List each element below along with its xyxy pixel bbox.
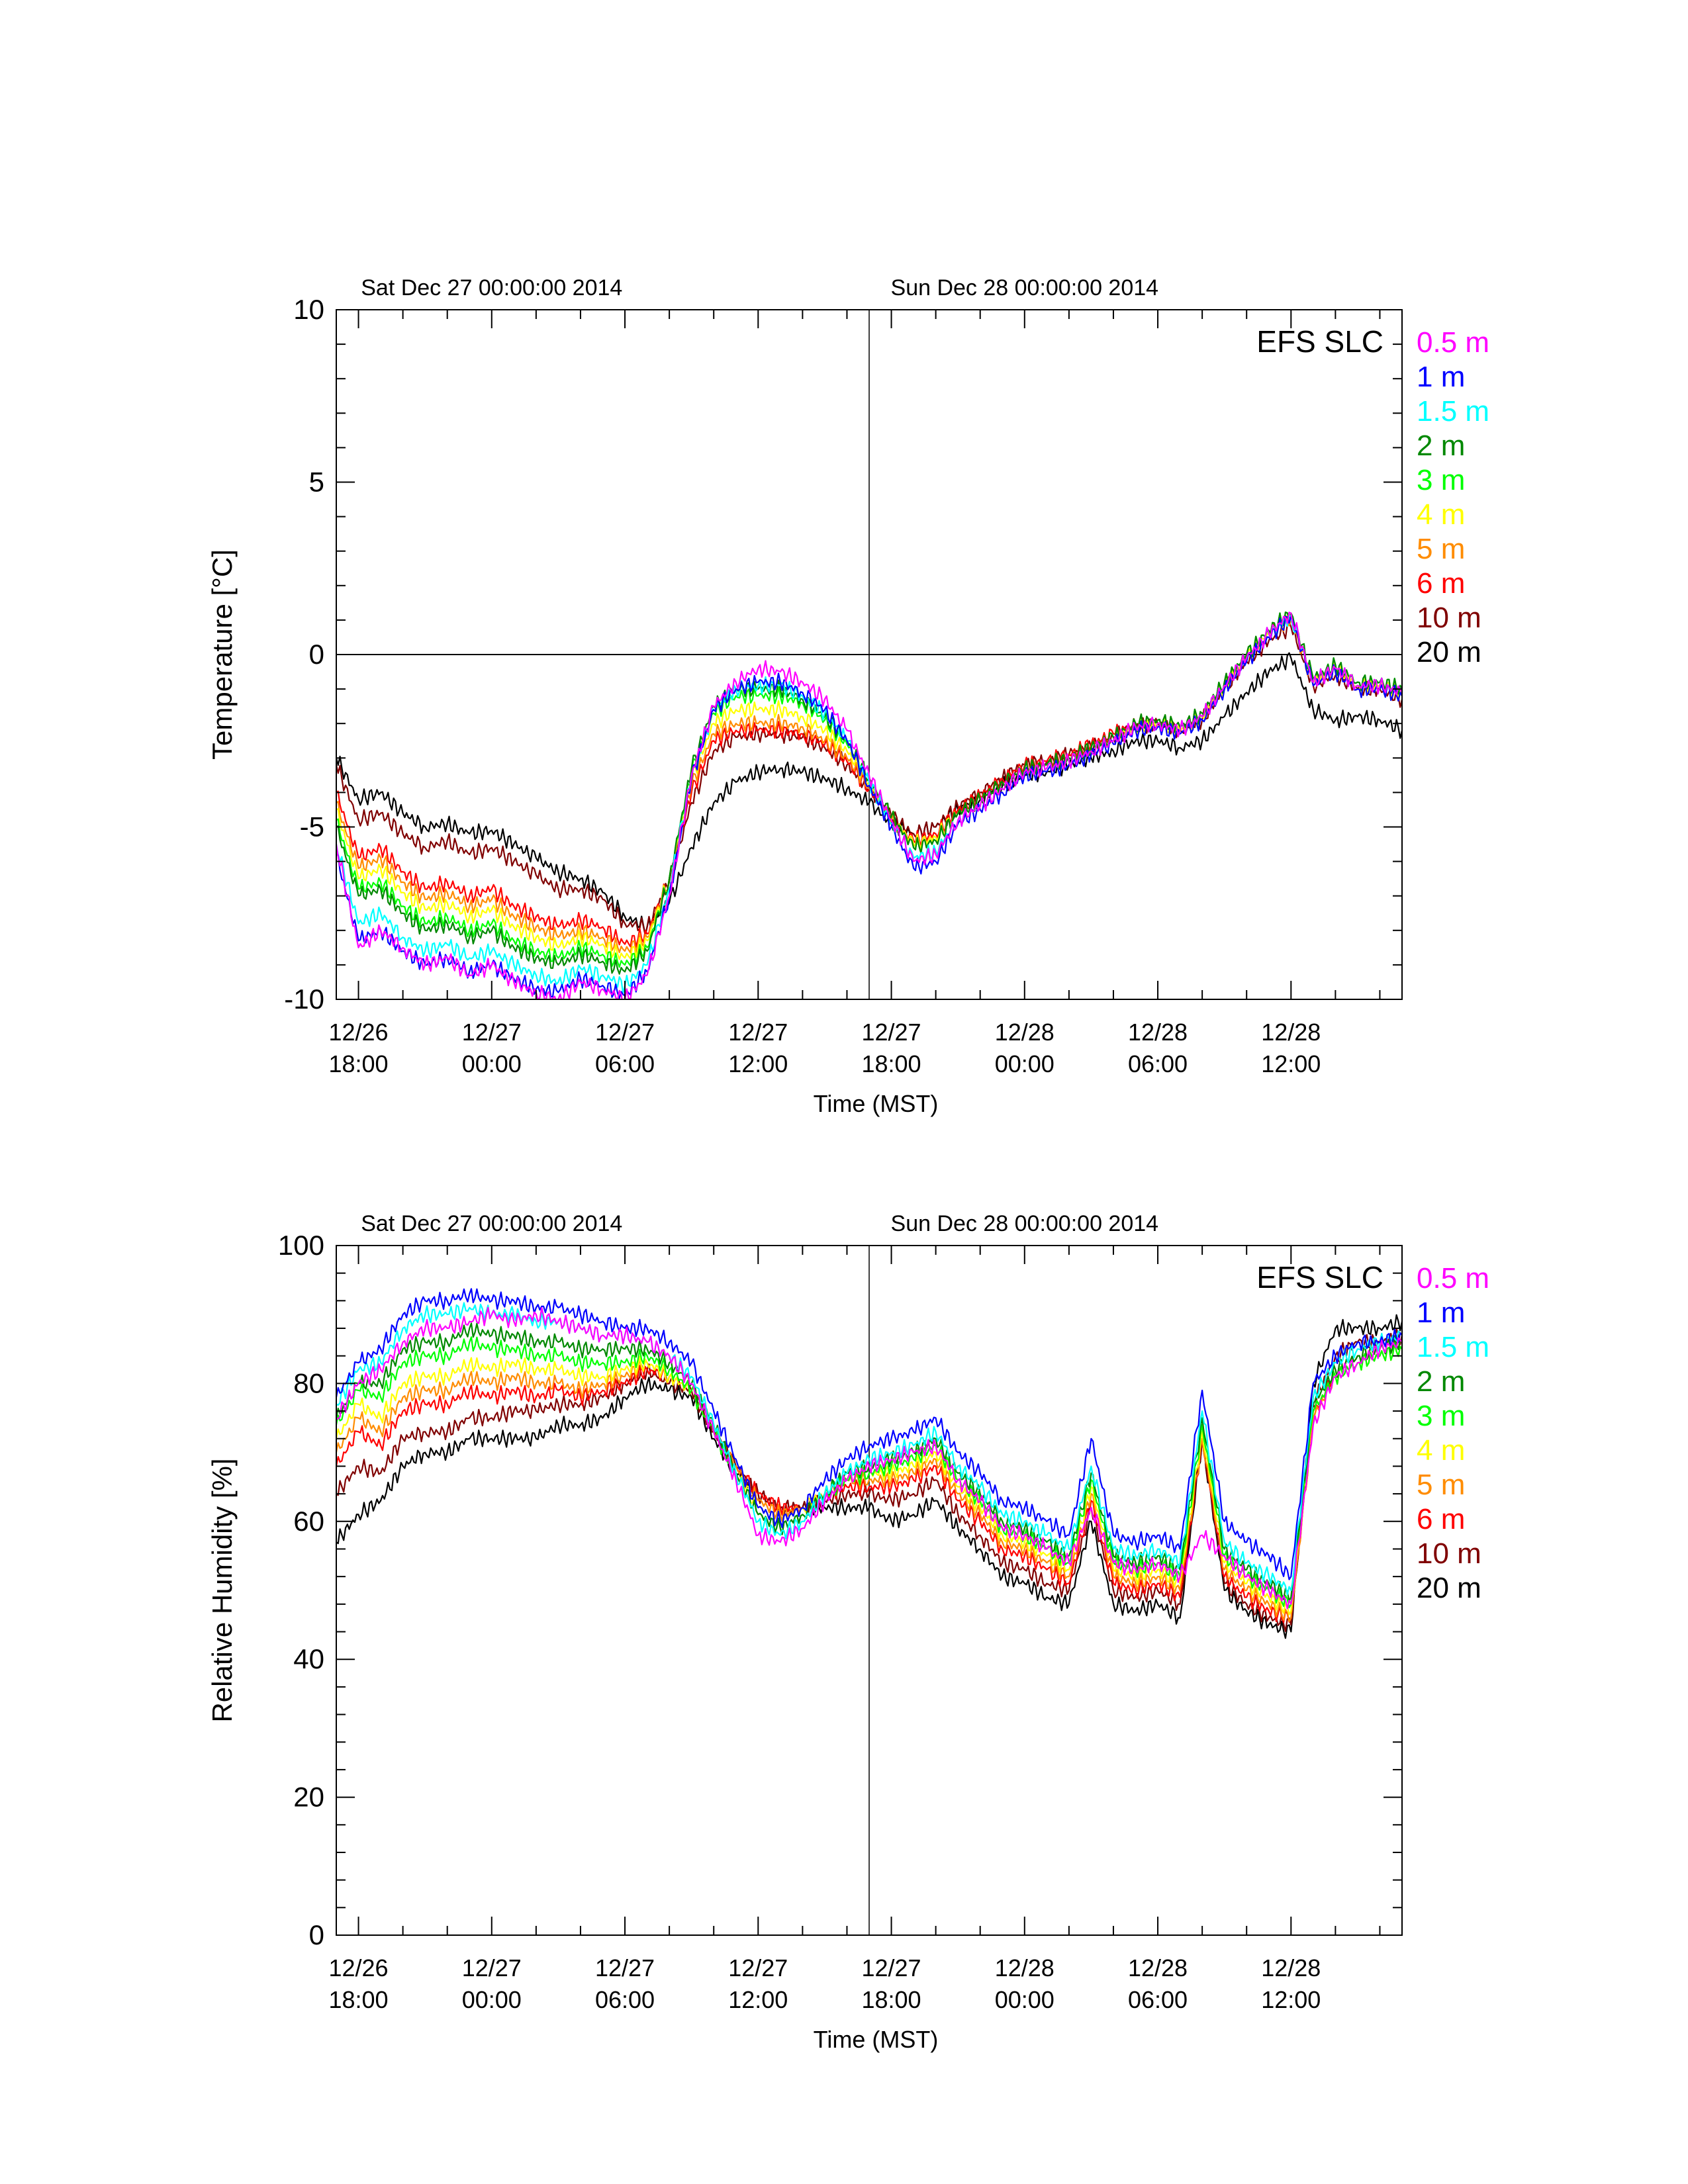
top-date-label: Sun Dec 28 00:00:00 2014 bbox=[891, 1211, 1159, 1236]
series-line-20-mm bbox=[336, 1314, 1402, 1639]
series-group bbox=[336, 612, 1402, 999]
y-tick-label: 5 bbox=[309, 467, 324, 498]
legend-entry: 1 m bbox=[1417, 1297, 1465, 1329]
y-tick-label: 60 bbox=[293, 1506, 324, 1537]
x-tick-label-date: 12/28 bbox=[995, 1019, 1055, 1046]
y-tick-label: 100 bbox=[278, 1230, 324, 1261]
y-tick-label: 20 bbox=[293, 1782, 324, 1813]
top-date-label: Sun Dec 28 00:00:00 2014 bbox=[891, 275, 1159, 300]
x-tick-label-date: 12/28 bbox=[1261, 1954, 1321, 1981]
legend-entry: 2 m bbox=[1417, 1365, 1465, 1398]
x-tick-label-date: 12/27 bbox=[462, 1019, 522, 1046]
y-tick-label: -5 bbox=[300, 811, 324, 842]
series-line-1-mm bbox=[336, 1288, 1402, 1580]
x-tick-label-date: 12/27 bbox=[861, 1954, 921, 1981]
x-axis-title: Time (MST) bbox=[814, 1090, 939, 1117]
x-tick-label-time: 06:00 bbox=[1128, 1986, 1188, 2013]
temperature-panel: Sat Dec 27 00:00:00 2014 Sun Dec 28 00:00… bbox=[207, 275, 1489, 1117]
y-tick-label: 0 bbox=[309, 1919, 324, 1950]
y-tick-label: -10 bbox=[284, 983, 324, 1015]
series-line-1-5-mm bbox=[336, 1302, 1402, 1596]
legend-entry: 4 m bbox=[1417, 498, 1465, 531]
x-tick-label-date: 12/27 bbox=[595, 1954, 655, 1981]
x-tick-label-time: 12:00 bbox=[728, 1986, 788, 2013]
y-tick-label: 0 bbox=[309, 639, 324, 670]
x-tick-label-time: 18:00 bbox=[328, 1050, 388, 1077]
x-tick-label-time: 12:00 bbox=[1261, 1986, 1321, 2013]
legend-entry: 3 m bbox=[1417, 464, 1465, 496]
humidity-panel: Sat Dec 27 00:00:00 2014 Sun Dec 28 00:00… bbox=[207, 1211, 1489, 2053]
x-tick-label-time: 00:00 bbox=[462, 1986, 522, 2013]
y-axis-title: Temperature [°C] bbox=[207, 549, 238, 760]
x-tick-label-date: 12/26 bbox=[328, 1954, 388, 1981]
x-tick-label-date: 12/27 bbox=[861, 1019, 921, 1046]
x-tick-label-time: 06:00 bbox=[1128, 1050, 1188, 1077]
y-axis-title: Relative Humidity [%] bbox=[207, 1458, 238, 1722]
x-tick-label-date: 12/27 bbox=[728, 1019, 788, 1046]
x-tick-label-time: 06:00 bbox=[595, 1050, 655, 1077]
series-line-0-5-mm bbox=[336, 612, 1402, 999]
x-tick-label-time: 12:00 bbox=[728, 1050, 788, 1077]
x-tick-label-date: 12/27 bbox=[462, 1954, 522, 1981]
legend-entry: 1.5 m bbox=[1417, 1331, 1489, 1363]
legend-entry: 5 m bbox=[1417, 533, 1465, 565]
x-tick-label-date: 12/27 bbox=[728, 1954, 788, 1981]
legend-entry: 0.5 m bbox=[1417, 326, 1489, 359]
legend-entry: 20 m bbox=[1417, 636, 1481, 668]
x-tick-label-date: 12/28 bbox=[1128, 1019, 1188, 1046]
station-label: EFS SLC bbox=[1256, 324, 1383, 359]
legend-entry: 5 m bbox=[1417, 1469, 1465, 1501]
series-line-10-mm bbox=[336, 1328, 1402, 1632]
x-tick-label-time: 00:00 bbox=[462, 1050, 522, 1077]
x-tick-label-date: 12/28 bbox=[1261, 1019, 1321, 1046]
x-tick-label-time: 18:00 bbox=[328, 1986, 388, 2013]
series-line-20-mm bbox=[336, 652, 1402, 936]
series-group bbox=[336, 1288, 1402, 1639]
y-tick-label: 80 bbox=[293, 1367, 324, 1398]
x-tick-label-date: 12/27 bbox=[595, 1019, 655, 1046]
top-date-label: Sat Dec 27 00:00:00 2014 bbox=[361, 1211, 622, 1236]
legend-entry: 10 m bbox=[1417, 602, 1481, 634]
x-tick-label-time: 18:00 bbox=[861, 1986, 921, 2013]
legend-entry: 1.5 m bbox=[1417, 395, 1489, 428]
y-tick-label: 40 bbox=[293, 1643, 324, 1674]
legend-entry: 0.5 m bbox=[1417, 1262, 1489, 1295]
legend-entry: 20 m bbox=[1417, 1572, 1481, 1604]
x-tick-label-date: 12/26 bbox=[328, 1019, 388, 1046]
x-axis-title: Time (MST) bbox=[814, 2026, 939, 2053]
series-line-0-5-mm bbox=[336, 1306, 1402, 1610]
x-tick-label-time: 00:00 bbox=[995, 1986, 1055, 2013]
legend-entry: 3 m bbox=[1417, 1400, 1465, 1432]
y-tick-label: 10 bbox=[293, 294, 324, 325]
legend-entry: 2 m bbox=[1417, 430, 1465, 462]
x-tick-label-time: 12:00 bbox=[1261, 1050, 1321, 1077]
series-line-6-mm bbox=[336, 1335, 1402, 1623]
station-label: EFS SLC bbox=[1256, 1260, 1383, 1295]
legend-entry: 6 m bbox=[1417, 567, 1465, 600]
top-date-label: Sat Dec 27 00:00:00 2014 bbox=[361, 275, 622, 300]
x-tick-label-date: 12/28 bbox=[1128, 1954, 1188, 1981]
x-tick-label-time: 18:00 bbox=[861, 1050, 921, 1077]
x-tick-label-date: 12/28 bbox=[995, 1954, 1055, 1981]
legend-entry: 10 m bbox=[1417, 1537, 1481, 1570]
legend-entry: 6 m bbox=[1417, 1503, 1465, 1535]
plot-frame bbox=[336, 1245, 1403, 1936]
legend-entry: 4 m bbox=[1417, 1434, 1465, 1467]
legend-entry: 1 m bbox=[1417, 361, 1465, 393]
x-tick-label-time: 00:00 bbox=[995, 1050, 1055, 1077]
x-tick-label-time: 06:00 bbox=[595, 1986, 655, 2013]
series-line-5-mm bbox=[336, 1342, 1402, 1622]
